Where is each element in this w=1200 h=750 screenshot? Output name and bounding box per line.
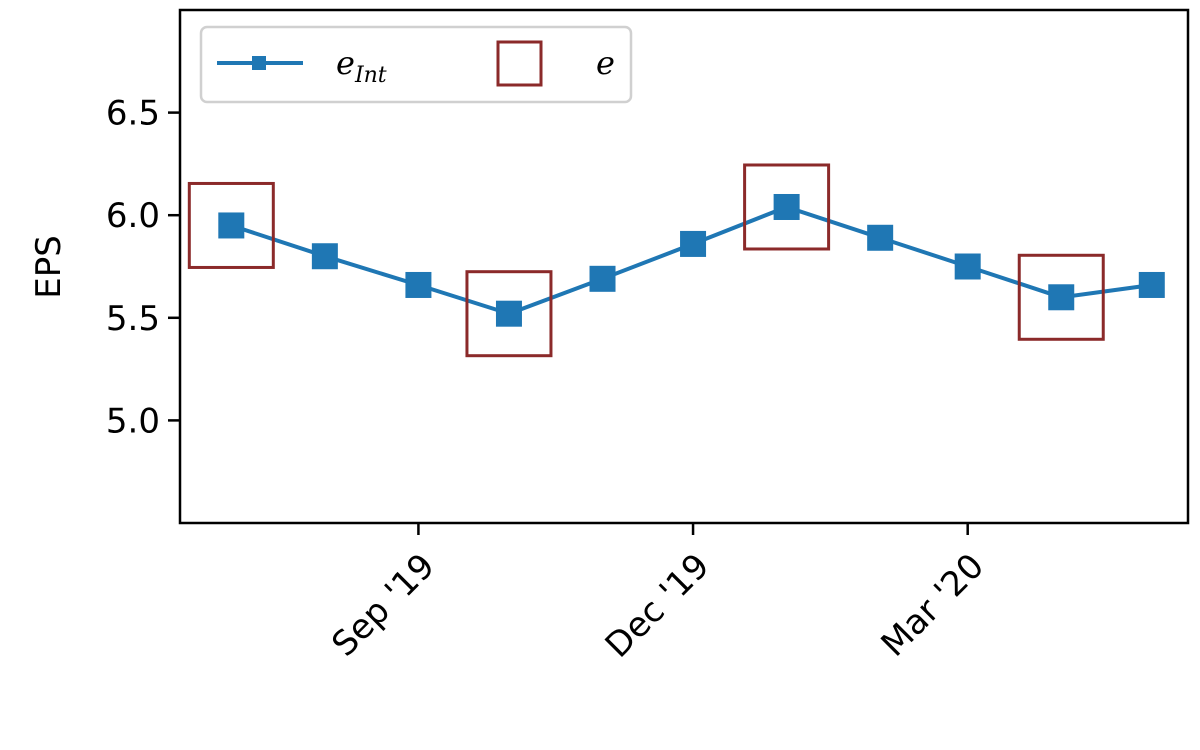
point-e-int	[1138, 271, 1165, 298]
legend-box	[199, 25, 633, 104]
point-e-int	[218, 212, 245, 239]
point-e	[1017, 253, 1105, 341]
point-e	[465, 270, 553, 358]
point-e-int	[954, 253, 981, 280]
y-tick-label: 5.0	[106, 401, 160, 441]
point-e	[187, 181, 275, 269]
y-axis-label: EPS	[29, 235, 69, 299]
legend-marker-e-int	[252, 56, 266, 70]
x-tick-label: Dec '19	[598, 546, 718, 666]
point-e-int	[680, 230, 707, 257]
legend: eInt e	[199, 25, 633, 104]
axes: 5.0 5.5 6.0 6.5 Sep '19 Dec '19 Mar '20	[106, 94, 992, 666]
plot-data	[187, 163, 1165, 358]
legend-label-e: e	[596, 44, 615, 82]
point-e	[743, 163, 831, 251]
y-tick-label: 6.0	[106, 196, 160, 236]
point-e-int	[311, 243, 338, 270]
point-e-int	[405, 271, 432, 298]
point-e-int	[495, 300, 522, 327]
legend-marker-e	[496, 40, 543, 87]
y-tick-label: 5.5	[106, 299, 160, 339]
y-tick-label: 6.5	[106, 94, 160, 134]
point-e-int	[867, 224, 894, 251]
x-tick-label: Sep '19	[324, 546, 442, 664]
point-e-int	[1048, 284, 1075, 311]
x-tick-label: Mar '20	[874, 546, 992, 664]
series-line-e-int	[230, 204, 1153, 316]
plot-frame	[178, 8, 1190, 525]
point-e-int	[589, 265, 616, 292]
point-e-int	[773, 193, 800, 220]
legend-label-e-int: eInt	[336, 44, 387, 88]
